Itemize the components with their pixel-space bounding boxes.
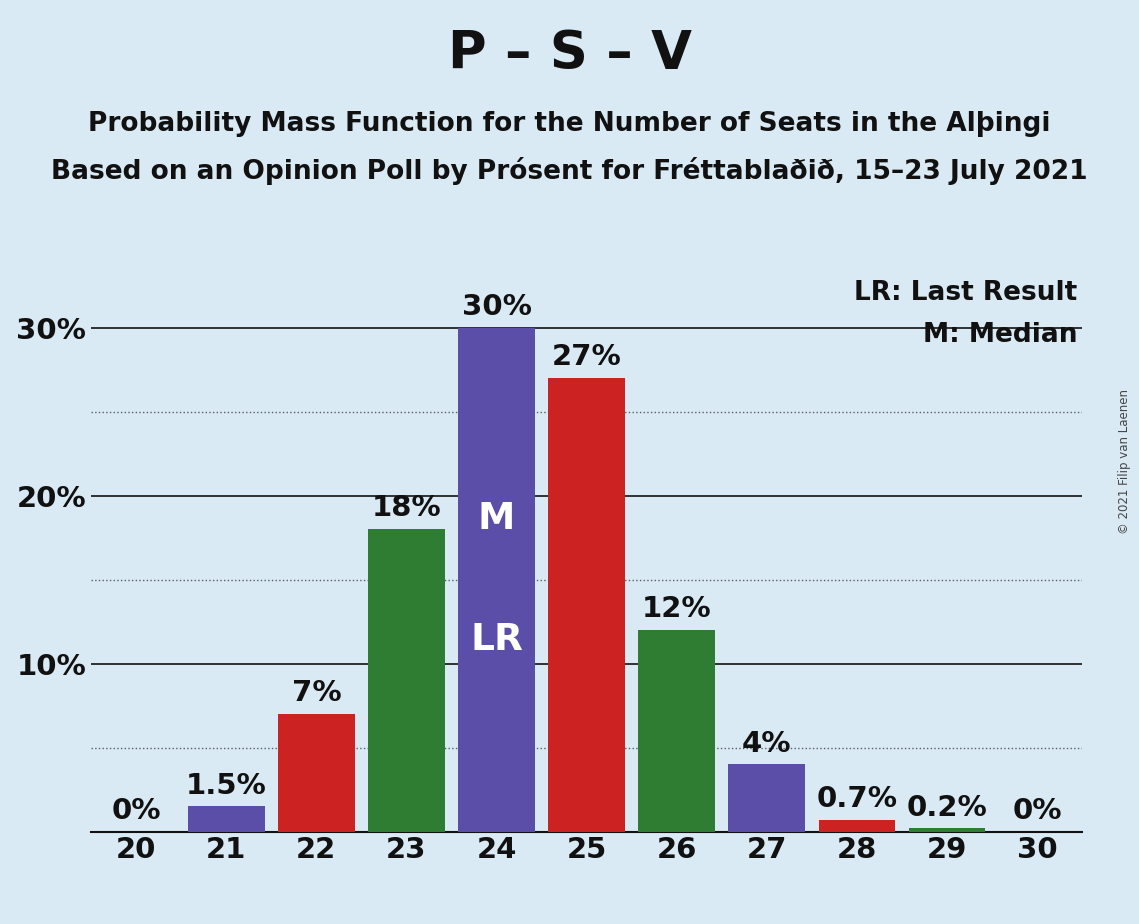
Text: Probability Mass Function for the Number of Seats in the Alþingi: Probability Mass Function for the Number… bbox=[88, 111, 1051, 137]
Text: 0.7%: 0.7% bbox=[817, 785, 898, 813]
Text: 0.2%: 0.2% bbox=[907, 794, 988, 821]
Bar bbox=[548, 378, 625, 832]
Text: 1.5%: 1.5% bbox=[186, 772, 267, 799]
Bar bbox=[188, 807, 264, 832]
Bar bbox=[819, 820, 895, 832]
Text: M: Median: M: Median bbox=[923, 322, 1077, 347]
Text: LR: Last Result: LR: Last Result bbox=[854, 280, 1077, 306]
Text: 30%: 30% bbox=[461, 293, 532, 321]
Text: 4%: 4% bbox=[741, 730, 792, 758]
Text: 27%: 27% bbox=[551, 344, 622, 371]
Text: 0%: 0% bbox=[112, 796, 161, 825]
Bar bbox=[729, 764, 805, 832]
Text: LR: LR bbox=[470, 622, 523, 658]
Bar bbox=[458, 328, 535, 832]
Bar bbox=[278, 714, 354, 832]
Bar bbox=[909, 828, 985, 832]
Text: 0%: 0% bbox=[1013, 796, 1062, 825]
Text: © 2021 Filip van Laenen: © 2021 Filip van Laenen bbox=[1118, 390, 1131, 534]
Bar bbox=[638, 630, 715, 832]
Bar bbox=[368, 529, 444, 832]
Text: M: M bbox=[478, 501, 515, 537]
Text: Based on an Opinion Poll by Prósent for Fréttablaðið, 15–23 July 2021: Based on an Opinion Poll by Prósent for … bbox=[51, 157, 1088, 185]
Text: P – S – V: P – S – V bbox=[448, 28, 691, 79]
Text: 18%: 18% bbox=[371, 494, 441, 522]
Text: 12%: 12% bbox=[642, 595, 712, 624]
Text: 7%: 7% bbox=[292, 679, 342, 707]
